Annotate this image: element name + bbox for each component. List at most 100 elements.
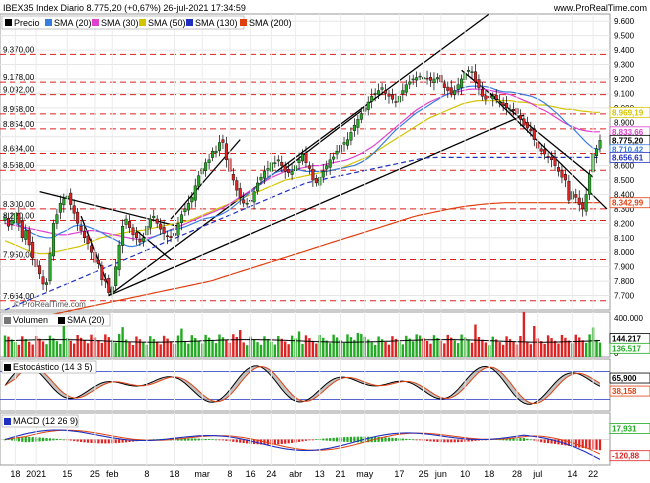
volume-bar — [505, 336, 508, 357]
legend-sma50: SMA (50) — [148, 18, 186, 28]
macd-histogram-bar — [31, 437, 34, 442]
macd-histogram-bar — [204, 438, 207, 441]
candle-body — [283, 165, 287, 172]
macd-histogram-bar — [349, 436, 353, 443]
volume-bar — [377, 336, 380, 357]
x-tick-label: 18 — [169, 469, 179, 479]
y-tick-label: 7.700 — [614, 292, 635, 301]
volume-bar — [86, 343, 90, 357]
legend-volume-sma: SMA (20) — [67, 315, 105, 325]
candle-body — [356, 119, 360, 128]
volume-bar — [418, 335, 422, 357]
y-tick-label: 8.400 — [614, 190, 635, 199]
macd-histogram-bar — [567, 439, 570, 446]
macd-histogram-bar — [86, 439, 90, 443]
volume-bar — [349, 337, 353, 357]
candle-body — [231, 174, 235, 181]
volume-bar — [595, 339, 598, 357]
macd-histogram-bar — [522, 437, 525, 442]
volume-bar — [52, 338, 55, 357]
volume-bar — [45, 344, 48, 357]
macd-histogram-bar — [529, 439, 532, 441]
macd-histogram-bar — [401, 438, 404, 441]
volume-bar — [578, 337, 581, 357]
candle-body — [314, 178, 318, 184]
candle-body — [553, 157, 557, 166]
candle-body — [446, 86, 450, 91]
volume-bar — [598, 342, 602, 357]
candle-body — [418, 75, 422, 78]
macd-histogram-bar — [598, 439, 602, 451]
macd-histogram-bar — [502, 438, 505, 441]
macd-histogram-bar — [578, 439, 581, 448]
volume-bar — [484, 342, 488, 357]
x-tick-label: 14 — [567, 469, 577, 479]
x-tick-label: 16 — [246, 469, 256, 479]
reference-level-label: 9.370,00 — [3, 45, 35, 54]
chart-title: IBEX35 Index Diario 8.775,20 (+0,67%) 26… — [3, 3, 246, 13]
volume-bar — [162, 335, 166, 357]
volume-bar — [346, 334, 349, 357]
volume-bar — [370, 342, 373, 357]
candle-body — [349, 132, 353, 141]
candle-body — [62, 198, 66, 206]
legend-swatch-volume — [4, 317, 11, 324]
volume-bar — [135, 336, 138, 357]
volume-bar — [456, 343, 460, 357]
macd-histogram-bar — [221, 439, 225, 441]
volume-bar — [31, 344, 34, 357]
sma130-line — [4, 156, 600, 311]
candle-body — [204, 162, 208, 172]
volume-bar — [176, 335, 180, 357]
candle-body — [473, 71, 477, 83]
macd-histogram-bar — [214, 439, 218, 441]
stochastic-tag-box — [609, 385, 650, 397]
macd-histogram-bar — [391, 437, 394, 442]
candle-body — [556, 167, 560, 172]
stochastic-fill — [5, 365, 600, 405]
volume-bar — [284, 341, 287, 357]
candle-body — [169, 236, 173, 239]
volume-bar — [460, 334, 463, 357]
volume-bar — [204, 334, 207, 357]
macd-histogram-bar — [446, 439, 449, 443]
candle-body — [211, 150, 215, 158]
candle-body — [543, 149, 547, 155]
macd-histogram-bar — [370, 436, 373, 443]
volume-bar — [97, 340, 100, 357]
candle-body — [595, 148, 599, 156]
macd-histogram-bar — [311, 439, 314, 441]
y-tick-label: 8.000 — [614, 248, 635, 257]
candle-body — [532, 129, 536, 140]
candle-body — [567, 181, 571, 201]
macd-histogram-bar — [211, 439, 214, 441]
volume-bar — [550, 338, 553, 357]
volume-bar — [567, 340, 571, 357]
stochastic-tag-box — [609, 372, 650, 384]
candle-body — [415, 77, 419, 81]
macd-histogram-bar — [114, 439, 117, 444]
volume-bar — [114, 342, 117, 357]
candle-body — [342, 142, 346, 145]
sma50-line — [4, 99, 600, 255]
volume-bar — [491, 336, 494, 357]
volume-bar — [55, 341, 59, 357]
candle-body — [83, 230, 87, 239]
volume-bar — [328, 343, 332, 357]
macd-histogram-bar — [176, 438, 180, 441]
volume-bar — [149, 336, 152, 357]
macd-histogram-bar — [235, 439, 238, 443]
macd-histogram-bar — [543, 439, 546, 443]
macd-histogram-bar — [69, 439, 72, 441]
macd-histogram-bar — [55, 438, 58, 441]
macd-histogram-bar — [467, 439, 470, 442]
reference-level-label: 9.092,00 — [3, 86, 35, 95]
volume-bar — [557, 343, 560, 357]
macd-histogram-bar — [436, 439, 439, 442]
volume-bar — [584, 342, 588, 357]
candle-body — [584, 194, 588, 212]
stochastic-k-line — [4, 365, 601, 405]
y-tick-label: 8.900 — [614, 118, 635, 127]
candle-body — [411, 78, 415, 81]
legend-swatch-sma50 — [139, 19, 146, 26]
